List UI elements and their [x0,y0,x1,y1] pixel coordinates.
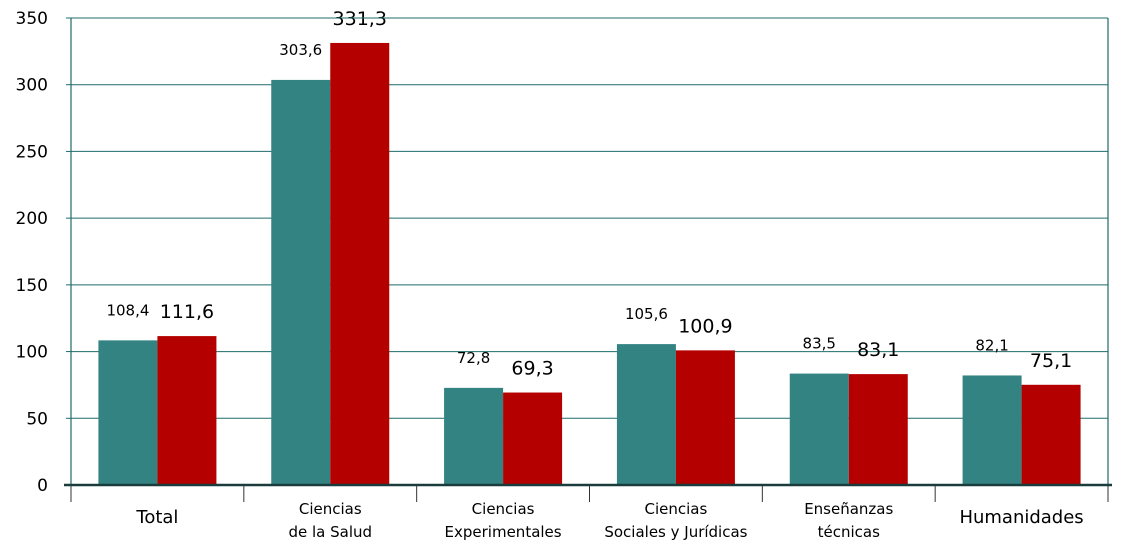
data-label: 75,1 [1030,350,1072,372]
bars [98,42,1081,485]
x-category-label: Total [135,507,178,528]
x-category-label: Enseñanzas [804,500,893,518]
bar [330,42,390,485]
data-label: 83,5 [803,335,836,353]
y-tick-label: 150 [16,276,48,296]
y-tick-label: 50 [26,409,48,429]
axes [64,17,1112,502]
y-tick-label: 350 [16,9,48,29]
bar [962,375,1022,485]
data-label: 69,3 [511,358,553,380]
data-label: 108,4 [106,301,149,319]
y-tick-label: 300 [16,76,48,96]
bar [789,373,849,485]
data-label: 331,3 [333,8,387,30]
bar [503,392,563,485]
x-category-label: Ciencias [472,500,535,518]
bar [1021,384,1081,485]
bar [675,350,735,485]
x-axis-categories: Total Ciencias de la Salud Ciencias Experime… [135,500,1083,541]
x-category-label: de la Salud [288,523,372,541]
bar [848,374,908,485]
y-tick-label: 200 [16,209,48,229]
x-category-label: Experimentales [445,523,562,541]
y-tick-label: 100 [16,343,48,363]
data-label: 303,6 [279,41,322,59]
x-category-label: técnicas [818,523,880,541]
y-tick-label: 0 [37,476,48,496]
y-axis-ticks: 0 50 100 150 200 250 300 350 [16,9,71,496]
data-label: 82,1 [975,336,1008,354]
bar [98,340,158,485]
data-label: 105,6 [625,305,668,323]
data-label: 111,6 [160,301,214,323]
x-category-label: Ciencias [299,500,362,518]
x-category-label: Humanidades [959,507,1083,528]
data-label: 72,8 [457,349,490,367]
data-label: 83,1 [857,339,899,361]
bar [157,336,217,485]
bar [616,344,676,485]
y-tick-label: 250 [16,142,48,162]
x-category-label: Ciencias [645,500,708,518]
gridlines [71,17,1108,419]
data-labels: 108,4 111,6 303,6 331,3 72,8 69,3 105,6 100,9 83… [106,8,1072,380]
x-category-label: Sociales y Jurídicas [604,523,747,541]
bar [444,387,504,485]
bar [271,79,331,485]
data-label: 100,9 [678,315,732,337]
